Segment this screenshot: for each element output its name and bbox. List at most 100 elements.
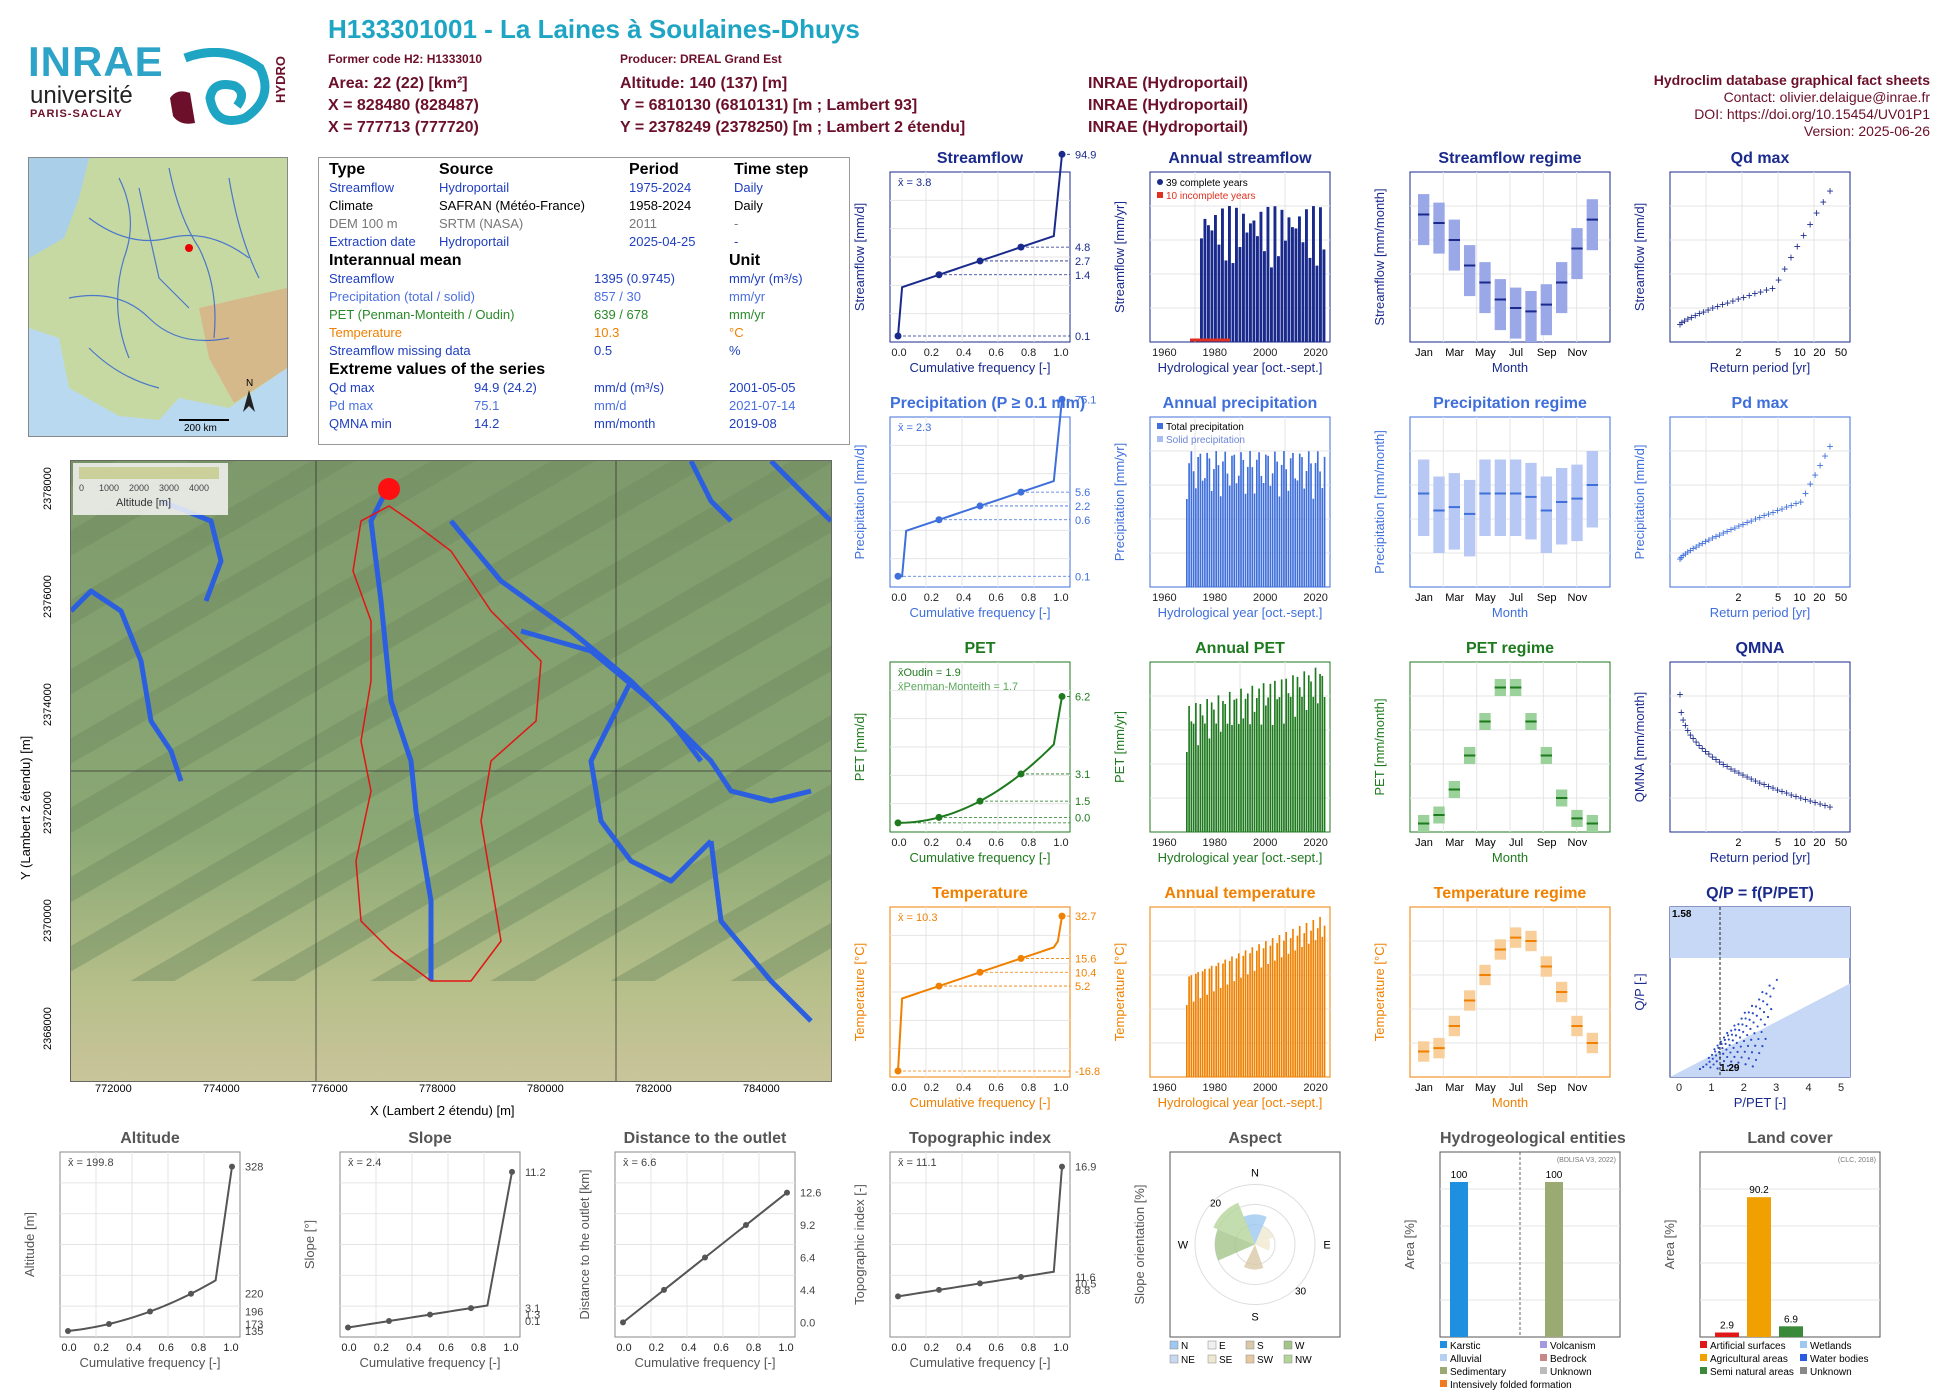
direction-label: W (1178, 1240, 1189, 1252)
annual-bar (1303, 671, 1306, 832)
ret-tick: 10 (1793, 837, 1805, 849)
aspect-panel: Aspect Slope orientation [%] N E S W 20 30 N E S W N… (1130, 1130, 1410, 1395)
x-tick: 2020 (1303, 837, 1327, 849)
quantile-point (229, 1163, 235, 1170)
return-point: + (1699, 536, 1706, 550)
annual-bar (1265, 454, 1267, 587)
qp-point (1707, 1056, 1710, 1059)
qp-point (1715, 1060, 1718, 1063)
annual-bar (1224, 959, 1227, 1077)
annual-bar (1305, 710, 1308, 832)
meta-contact[interactable]: Contact: olivier.delaigue@inrae.fr (1723, 89, 1930, 105)
meta-doi[interactable]: DOI: https://doi.org/10.15454/UV01P1 (1694, 106, 1930, 122)
return-point: + (1822, 449, 1829, 463)
x-tick: 2020 (1303, 1082, 1327, 1094)
annual-bar (1195, 702, 1197, 832)
mean-label: Streamflow missing data (329, 343, 471, 358)
panel-title: Temperature regime (1433, 885, 1587, 902)
annual-bar (1204, 723, 1206, 832)
extreme-label: QMNA min (329, 416, 392, 431)
y-axis-label: Streamflow [mm/month] (1372, 188, 1387, 325)
legend-swatch (1245, 1340, 1255, 1350)
legend-swatch (1440, 1354, 1447, 1361)
x-tick: 0.2 (924, 592, 939, 604)
annual-bar (1276, 699, 1278, 832)
return-point: + (1774, 783, 1781, 797)
regime-box (1510, 459, 1522, 536)
legend-swatch (1540, 1341, 1547, 1348)
annual-bar (1305, 922, 1308, 1077)
x-tick: 1.0 (1053, 1082, 1068, 1094)
return-point: + (1820, 195, 1827, 209)
direction-label: S (1251, 1312, 1258, 1324)
month-tick: May (1475, 592, 1496, 604)
annual-bar (1289, 938, 1292, 1077)
legend-swatch (1207, 1340, 1217, 1350)
map-y-tick: 2370000 (42, 899, 54, 942)
regime-box (1525, 462, 1537, 540)
qp-point (1731, 1033, 1733, 1036)
annual-bar (1224, 704, 1227, 832)
quantile-point (620, 1319, 626, 1326)
panel-title: Precipitation (P ≥ 0.1 mm) (890, 395, 1086, 412)
extreme-date: 2019-08 (729, 416, 777, 431)
rose-ring (1194, 1184, 1316, 1305)
quantile-value: 16.9 (1075, 1162, 1096, 1174)
legend-tick-1: 1000 (99, 483, 119, 493)
return-point: + (1716, 755, 1723, 769)
panel-svg: Distance to the outlet [km] Cumulative fr… (577, 1151, 821, 1370)
panel-title: Annual temperature (1164, 885, 1316, 902)
x-tick: 0.6 (989, 592, 1004, 604)
info-source: Hydroportail (439, 234, 510, 249)
y-axis-label: Precipitation [mm/d] (1632, 445, 1647, 560)
quantile-value: 220 (245, 1289, 263, 1301)
qp-point (1769, 995, 1772, 998)
annual-bar (1222, 963, 1224, 1077)
annual-bar (1312, 498, 1315, 587)
x-tick: 0.2 (924, 1342, 939, 1354)
return-point: + (1807, 217, 1814, 231)
annual-bar (1307, 675, 1310, 832)
regime-box (1525, 291, 1537, 342)
qp-point (1722, 1052, 1725, 1055)
qp-point (1775, 978, 1778, 981)
regime-box (1540, 476, 1552, 553)
annual-bar (1237, 953, 1240, 1077)
annual-bar (1314, 940, 1317, 1077)
qp-point (1741, 1023, 1744, 1026)
annual-bar (1206, 452, 1208, 587)
qp-point (1740, 1017, 1743, 1020)
panel-title: PET regime (1465, 640, 1555, 657)
annual-bar (1231, 724, 1233, 832)
annual-bar (1208, 458, 1211, 587)
meta-db: Hydroclim database graphical fact sheets (1653, 72, 1930, 88)
return-point: + (1720, 757, 1727, 771)
info-source: Hydroportail (439, 180, 510, 195)
legend-swatch (1440, 1367, 1447, 1374)
terrain-panel: Topographic index Topographic index [-] Cu… (850, 1130, 1140, 1395)
qp-point (1742, 1030, 1745, 1033)
direction-label: N (1251, 1168, 1259, 1180)
annual-bar (1233, 699, 1236, 832)
cumfreq-panel: PET PET [mm/d] Cumulative frequency [-] 6.2… (850, 640, 1140, 890)
annual-bar (1200, 238, 1203, 342)
annual-bar (1213, 991, 1215, 1077)
annual-panel: Annual precipitation Precipitation [mm/yr… (1110, 395, 1400, 645)
annual-bar (1316, 928, 1319, 1077)
panel-title: Hydrogeological entities (1440, 1130, 1626, 1147)
qp-point (1733, 1024, 1736, 1027)
return-point: + (1735, 292, 1742, 306)
quantile-value: 0.6 (1075, 515, 1090, 527)
annual-bar (1244, 698, 1247, 832)
x-axis-label: Month (1492, 360, 1528, 375)
map-y-tick: 2374000 (42, 683, 54, 726)
map-y-label: Y (Lambert 2 étendu) [m] (18, 735, 33, 880)
legend-dot (1157, 179, 1163, 185)
legend-text: 10 incomplete years (1166, 191, 1256, 202)
return-point: + (1724, 524, 1731, 538)
bar-value: 100 (1546, 1170, 1563, 1181)
inrae-logo: INRAE (28, 38, 164, 85)
month-tick: Jul (1509, 837, 1523, 849)
quantile-value: 1.5 (1075, 796, 1090, 808)
qp-point (1725, 1048, 1728, 1051)
